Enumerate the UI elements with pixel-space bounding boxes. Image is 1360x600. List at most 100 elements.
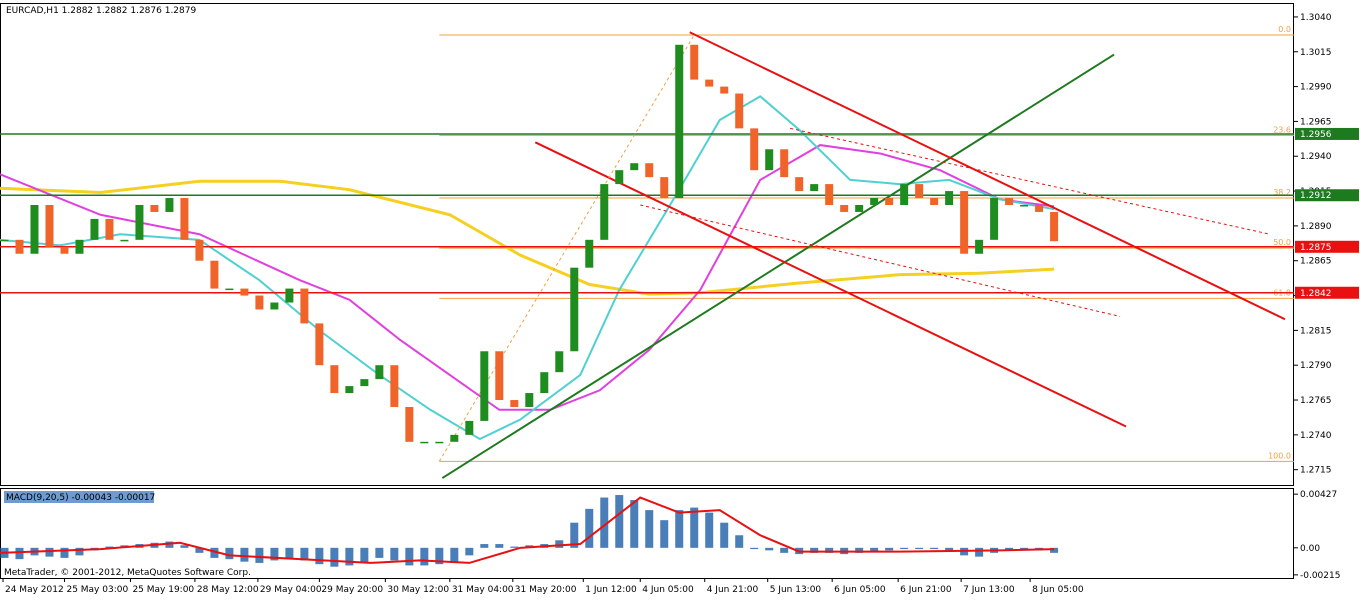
macd-bar: [630, 500, 639, 548]
x-tick-label: 31 May 04:00: [452, 585, 514, 595]
macd-bar: [345, 547, 354, 566]
candle: [630, 163, 639, 171]
candle: [510, 400, 519, 407]
macd-bar: [615, 495, 624, 548]
y-tick-label: 1.2890: [1300, 222, 1332, 232]
candle: [735, 93, 744, 129]
candle: [990, 198, 999, 240]
x-tick-label: 4 Jun 05:00: [642, 585, 694, 595]
candle: [945, 191, 954, 205]
macd-bar: [765, 547, 774, 551]
x-tick-label: 29 May 20:00: [321, 585, 383, 595]
macd-bar: [885, 547, 894, 551]
macd-bar: [1005, 547, 1014, 551]
candle: [255, 295, 264, 310]
fib-label: 23.6: [1273, 125, 1291, 134]
candle: [615, 170, 624, 185]
candle: [165, 198, 174, 212]
macd-bar: [975, 547, 984, 557]
candle: [1005, 198, 1014, 205]
level-label: 1.2912: [1300, 191, 1332, 201]
candle: [960, 191, 969, 254]
macd-bar: [600, 497, 609, 548]
candle: [720, 86, 729, 94]
fib-label: 0.0: [1278, 25, 1291, 34]
candle: [45, 204, 54, 247]
x-tick-label: 7 Jun 13:00: [963, 585, 1015, 595]
macd-bar: [270, 547, 279, 561]
candle: [420, 441, 429, 444]
level-tag: [1295, 127, 1359, 140]
candle: [345, 386, 354, 394]
y-tick-label: 1.2740: [1300, 431, 1332, 441]
macd-bar: [465, 547, 474, 556]
candle: [480, 351, 489, 421]
y-tick-label: 1.2865: [1300, 257, 1332, 267]
candle: [675, 44, 684, 199]
macd-bar: [1020, 547, 1029, 550]
macd-signal: [0, 496, 1055, 564]
candle: [1020, 204, 1029, 207]
macd-bar: [735, 535, 744, 548]
level-label: 1.2956: [1300, 130, 1332, 140]
x-tick-label: 25 May 03:00: [66, 585, 128, 595]
trend-line: [689, 31, 1286, 321]
macd-bar: [240, 547, 249, 562]
macd-bar: [870, 547, 879, 552]
fib-label: 100.0: [1268, 451, 1291, 460]
macd-bar: [315, 547, 324, 565]
level-label: 1.2842: [1300, 289, 1332, 299]
moving-average: [0, 179, 1055, 296]
candle: [465, 420, 474, 435]
macd-bar: [210, 547, 219, 558]
candle: [120, 239, 129, 242]
candle: [780, 149, 789, 178]
candle: [450, 434, 459, 442]
y-tick-label: 1.2815: [1300, 326, 1332, 336]
x-tick-label: 8 Jun 05:00: [1032, 585, 1084, 595]
candle: [540, 372, 549, 394]
fib-label: 38.2: [1273, 188, 1291, 197]
candle: [660, 177, 669, 199]
macd-bar: [930, 547, 939, 550]
chart-title: EURCAD,H1 1.2882 1.2882 1.2876 1.2879: [6, 6, 196, 16]
fib-label: 50.0: [1273, 238, 1291, 247]
macd-bar: [705, 512, 714, 548]
macd-y-tick-label: 0.00: [1300, 544, 1320, 554]
macd-bar: [60, 547, 69, 558]
macd-label: MACD(9,20,5) -0.00043 -0.00017: [6, 493, 155, 503]
macd-bar: [360, 547, 369, 563]
candle: [870, 198, 879, 205]
x-tick-label: 6 Jun 21:00: [900, 585, 952, 595]
x-tick-label: 4 Jun 21:00: [707, 585, 759, 595]
candle: [0, 239, 9, 242]
trend-line: [640, 204, 1121, 317]
candle: [495, 351, 504, 401]
macd-bar: [480, 544, 489, 548]
x-tick-label: 30 May 12:00: [387, 585, 449, 595]
candle: [525, 393, 534, 407]
macd-bar: [420, 547, 429, 566]
candle: [210, 260, 219, 289]
macd-bar: [300, 547, 309, 561]
macd-bar: [1050, 547, 1059, 553]
macd-bar: [495, 544, 504, 548]
candle: [1050, 211, 1059, 242]
moving-average: [0, 144, 1055, 411]
level-tag: [1295, 286, 1359, 299]
candle: [915, 184, 924, 199]
candle: [1035, 204, 1044, 212]
macd-bar: [405, 547, 414, 566]
candle: [75, 239, 84, 254]
candle: [900, 184, 909, 205]
candle: [180, 198, 189, 240]
candle: [360, 379, 369, 387]
candle: [225, 288, 234, 291]
macd-bar: [915, 547, 924, 550]
macd-y-tick-label: 0.00427: [1300, 490, 1337, 500]
candle: [150, 204, 159, 212]
candle: [555, 351, 564, 373]
x-tick-label: 29 May 04:00: [260, 585, 322, 595]
candle: [405, 406, 414, 442]
macd-bar: [45, 547, 54, 557]
